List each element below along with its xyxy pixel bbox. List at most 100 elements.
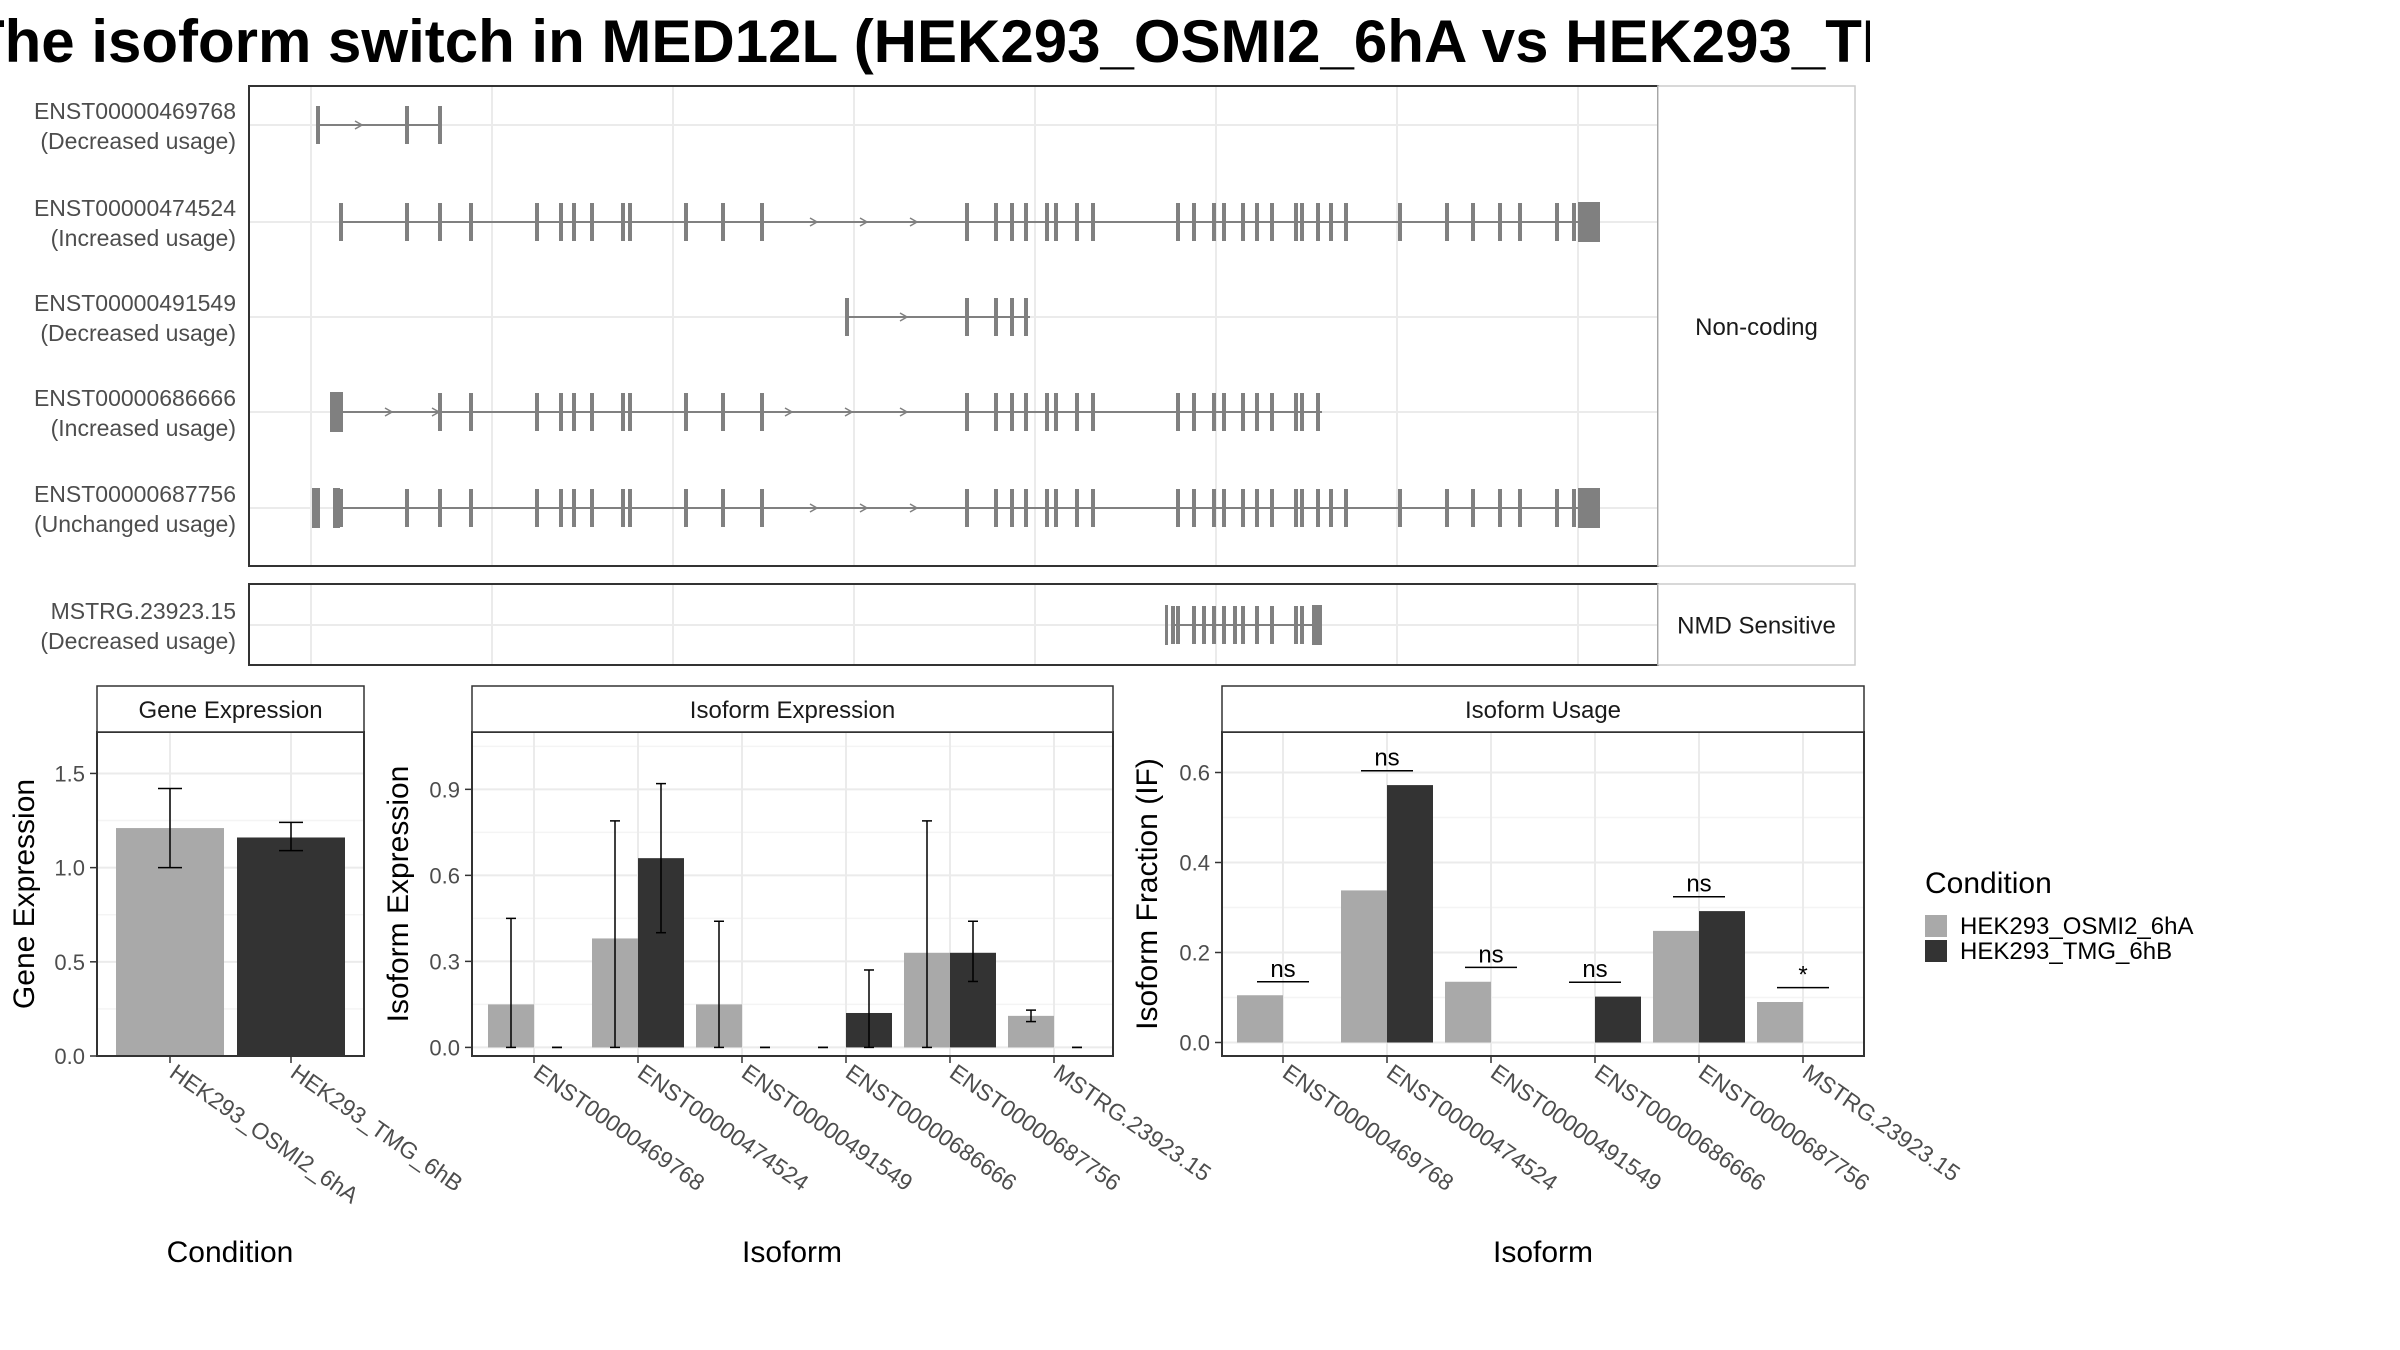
exon (1222, 203, 1226, 241)
exon (1192, 606, 1196, 644)
exon (1075, 489, 1079, 527)
exon (1045, 489, 1049, 527)
exon (1445, 489, 1449, 527)
exon (1024, 298, 1028, 336)
significance-label: ns (1686, 871, 1711, 898)
exon (535, 393, 539, 431)
bar (237, 837, 345, 1056)
transcript-structure (330, 392, 1322, 432)
structure-panel-2: NMD Sensitive MSTRG.23923.15 (Decreased us… (40, 583, 1856, 666)
exon (965, 489, 969, 527)
exon (469, 393, 473, 431)
exon (1344, 489, 1348, 527)
y-axis-label: Isoform Fraction (IF) (1131, 758, 1164, 1030)
exon (535, 203, 539, 241)
strand-arrow (899, 312, 909, 322)
x-tick-label: ENST00000491549 (737, 1059, 917, 1196)
exon (1471, 489, 1475, 527)
chart-plot-background (472, 732, 1113, 1056)
exon (559, 489, 563, 527)
exon (438, 106, 442, 144)
isoform-label-usage: (Increased usage) (51, 225, 236, 251)
exon (1176, 393, 1180, 431)
y-tick-label: 0.9 (429, 777, 460, 802)
exon (469, 489, 473, 527)
y-axis-label: Isoform Expression (382, 766, 415, 1023)
exon (1222, 489, 1226, 527)
exon (1176, 203, 1180, 241)
bar (1699, 911, 1745, 1043)
chart-panel-2: Isoform Expression 0.0 0.3 0.6 0.9 ENST000004… (382, 685, 1216, 1269)
exon (1091, 393, 1095, 431)
exon (965, 393, 969, 431)
legend-swatch (1925, 940, 1947, 962)
exon (994, 298, 998, 336)
exon (1192, 489, 1196, 527)
exon (1054, 203, 1058, 241)
exon (1192, 393, 1196, 431)
strand-arrow (859, 503, 869, 513)
chart-strip (1221, 685, 1865, 733)
exon (316, 106, 320, 144)
isoform-label-id: ENST00000686666 (34, 385, 236, 411)
exon (1572, 203, 1576, 241)
exon (1300, 489, 1304, 527)
isoform-label-id: ENST00000687756 (34, 481, 236, 507)
x-axis-label: Isoform (742, 1236, 842, 1269)
exon (1165, 605, 1168, 645)
strand-arrow (384, 407, 394, 417)
exon (1010, 298, 1014, 336)
significance-label: ns (1270, 956, 1295, 983)
exon (330, 392, 343, 432)
isoform-label-id: ENST00000469768 (34, 98, 236, 124)
exon (760, 489, 764, 527)
isoform-label-usage: (Increased usage) (51, 415, 236, 441)
legend-title: Condition (1925, 867, 2052, 900)
exon (684, 489, 688, 527)
exon (721, 203, 725, 241)
exon (1518, 203, 1522, 241)
exon (1176, 489, 1180, 527)
exon (1316, 393, 1320, 431)
chart-panel-3: ns ns ns ns ns * Isoform Usage 0.0 0.2 0.4 0.6 ENST… (1131, 685, 1965, 1269)
exon (405, 106, 409, 144)
y-tick-label: 1.5 (54, 761, 85, 786)
exon (1222, 393, 1226, 431)
bar (1237, 995, 1283, 1043)
isoform-label-usage: (Decreased usage) (40, 320, 236, 346)
exon (572, 489, 576, 527)
exon (1344, 203, 1348, 241)
exon (1300, 606, 1304, 644)
exon (1212, 393, 1216, 431)
panel-strip (1657, 85, 1856, 567)
x-tick-label: ENST00000491549 (1486, 1059, 1666, 1196)
bar (1445, 981, 1491, 1043)
structure-panel-1: Non-coding ENST00000469768 (Decreased usag… (34, 85, 1856, 567)
significance-label: * (1798, 962, 1807, 989)
exon (590, 203, 594, 241)
exon (1329, 489, 1333, 527)
panel-strip (1657, 583, 1856, 666)
y-tick-label: 0.2 (1179, 941, 1210, 966)
exon (1075, 203, 1079, 241)
exon (559, 203, 563, 241)
panel-strip-label: NMD Sensitive (1677, 613, 1836, 640)
bar-charts: Gene Expression0.00.51.01.5HEK293_OSMI2_… (8, 685, 1965, 1269)
x-tick-label: ENST00000469768 (529, 1059, 709, 1196)
exon (1255, 203, 1259, 241)
exon (1075, 393, 1079, 431)
strand-arrow (354, 120, 364, 130)
exon (1398, 203, 1402, 241)
chart-title: Gene Expression (138, 697, 322, 724)
exon (760, 393, 764, 431)
exon (312, 488, 320, 528)
exon (684, 203, 688, 241)
exon (1241, 393, 1245, 431)
exon (535, 489, 539, 527)
y-tick-label: 0.0 (54, 1044, 85, 1069)
bar (1595, 996, 1641, 1043)
legend-swatch (1925, 915, 1947, 937)
y-tick-label: 0.3 (429, 949, 460, 974)
transcript-structure (316, 106, 442, 144)
